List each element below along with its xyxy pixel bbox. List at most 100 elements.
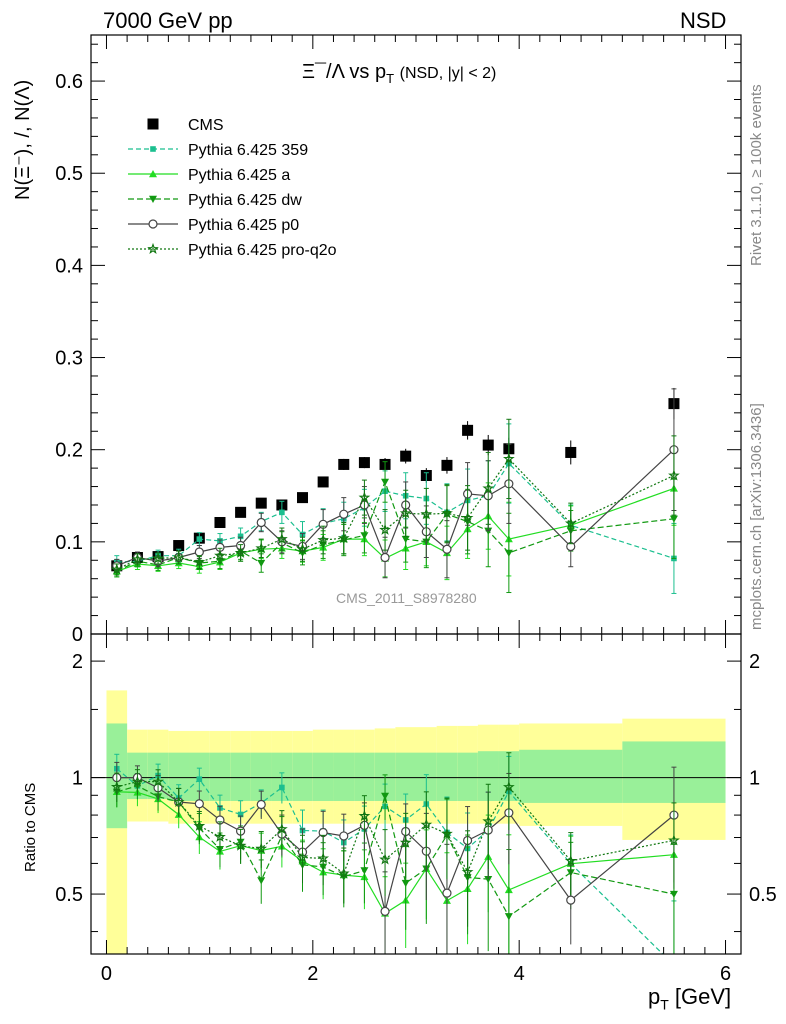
ratio-point bbox=[442, 888, 452, 898]
data-point bbox=[482, 439, 494, 451]
inner-band-bin bbox=[354, 752, 375, 801]
y-tick-label: 0 bbox=[72, 624, 83, 646]
point bbox=[131, 553, 144, 565]
inner-band-bin bbox=[436, 752, 458, 801]
chart-title-sub: T bbox=[386, 71, 395, 86]
data-point bbox=[255, 497, 267, 509]
inner-band-bin bbox=[168, 752, 190, 801]
plot-frames bbox=[90, 34, 742, 955]
legend-label: Pythia 6.425 359 bbox=[188, 142, 308, 159]
data-point bbox=[462, 424, 474, 436]
legend-marker bbox=[147, 118, 159, 130]
ratio-point bbox=[566, 895, 576, 905]
ratio-point bbox=[564, 854, 577, 866]
point bbox=[172, 551, 185, 563]
point bbox=[337, 531, 350, 544]
point bbox=[257, 559, 266, 568]
legend-item-pythia-6-425-pro-q2o: Pythia 6.425 pro-q2o bbox=[128, 242, 337, 259]
ratio-tick-label-right: 2 bbox=[749, 651, 760, 673]
ratio-point bbox=[339, 831, 349, 841]
ratio-point bbox=[360, 867, 369, 875]
y-axis-label: N(Ξ⁻), /, N(Λ) bbox=[12, 79, 34, 200]
inner-band-bin bbox=[292, 752, 313, 801]
ratio-point bbox=[399, 836, 412, 848]
ratio-point bbox=[131, 775, 144, 787]
series-line bbox=[116, 487, 675, 572]
legend-item-pythia-6-425-359: Pythia 6.425 359 bbox=[128, 142, 308, 159]
ratio-point bbox=[358, 809, 371, 821]
x-tick-label: 6 bbox=[720, 963, 731, 985]
data-point bbox=[400, 450, 412, 462]
chart-title: Ξ¯/Λ vs pT (NSD, |y| < 2) bbox=[302, 61, 496, 86]
x-axis-label: pT [GeV] bbox=[648, 984, 731, 1012]
legend-marker bbox=[148, 219, 158, 229]
ratio-point bbox=[152, 775, 164, 787]
ratio-series-pythia-6-425-pro-q2o bbox=[110, 752, 680, 927]
inner-band-bin bbox=[395, 752, 416, 801]
ratio-panel-frame bbox=[90, 633, 742, 955]
point bbox=[296, 543, 309, 555]
ratio-point bbox=[337, 867, 350, 879]
header-left-label: 7000 GeV pp bbox=[103, 8, 233, 33]
axis-ticks: 0 2 4 6 0 0.1 0.2 0.3 0.4 0.5 0.6 0.5 0.5 1 1 2 2 bbox=[55, 35, 777, 985]
ratio-point bbox=[484, 875, 493, 884]
inner-band-bin bbox=[333, 752, 355, 801]
data-point bbox=[338, 458, 350, 470]
x-tick-label: 2 bbox=[307, 963, 318, 985]
series-cms bbox=[111, 387, 680, 572]
point bbox=[381, 478, 390, 486]
y-tick-label: 0.4 bbox=[55, 255, 83, 277]
y-tick-label: 0.6 bbox=[55, 71, 83, 93]
header-right-label: NSD bbox=[680, 8, 727, 33]
series-layer bbox=[110, 387, 680, 954]
mcplots-reference-label: mcplots.cern.ch [arXiv:1306.3436] bbox=[748, 403, 765, 630]
point bbox=[152, 552, 164, 564]
ratio-tick-label-left: 2 bbox=[72, 651, 83, 673]
ratio-point bbox=[401, 879, 410, 888]
ratio-y-axis-label: Ratio to CMS bbox=[22, 782, 39, 872]
point bbox=[420, 508, 433, 520]
inner-band-bin bbox=[312, 752, 334, 801]
legend-label: CMS bbox=[188, 117, 224, 134]
point bbox=[401, 535, 410, 544]
legend-marker bbox=[149, 170, 157, 178]
ratio-point bbox=[214, 830, 226, 842]
ratio-point bbox=[256, 799, 266, 810]
ratio-point bbox=[420, 818, 433, 830]
ratio-point bbox=[193, 819, 206, 831]
legend-label: Pythia 6.425 p0 bbox=[188, 217, 299, 234]
point bbox=[669, 515, 678, 523]
ratio-point bbox=[255, 842, 268, 854]
point bbox=[504, 549, 513, 557]
y-tick-label: 0.5 bbox=[55, 163, 83, 185]
data-point bbox=[297, 492, 309, 504]
ratio-tick-label-right: 1 bbox=[749, 768, 760, 790]
point bbox=[214, 549, 226, 561]
inner-band-bin bbox=[519, 749, 623, 803]
ratio-point bbox=[668, 834, 680, 846]
point bbox=[317, 533, 330, 545]
ratio-point bbox=[504, 913, 513, 921]
inner-band-bin bbox=[250, 752, 272, 801]
ratio-point bbox=[379, 853, 391, 865]
point bbox=[256, 517, 266, 528]
point bbox=[194, 547, 204, 557]
data-point bbox=[214, 516, 226, 528]
legend-label: Pythia 6.425 a bbox=[188, 167, 290, 184]
point bbox=[339, 509, 349, 519]
ratio-point bbox=[196, 776, 203, 783]
point bbox=[234, 546, 247, 558]
ratio-point bbox=[194, 799, 204, 809]
ratio-panel-series bbox=[110, 752, 680, 954]
x-axis-label-tail: [GeV] bbox=[668, 984, 732, 1009]
ratio-point bbox=[461, 865, 474, 877]
legend-item-pythia-6-425-dw: Pythia 6.425 dw bbox=[128, 192, 302, 209]
ratio-point bbox=[237, 811, 244, 818]
ratio-tick-label-left: 1 bbox=[72, 768, 83, 790]
ratio-point bbox=[317, 852, 330, 864]
series-line bbox=[116, 480, 674, 572]
chart-title-main: Ξ¯/Λ vs p bbox=[302, 61, 387, 83]
ratio-series-pythia-6-425-p0 bbox=[112, 761, 679, 954]
point bbox=[360, 532, 369, 540]
